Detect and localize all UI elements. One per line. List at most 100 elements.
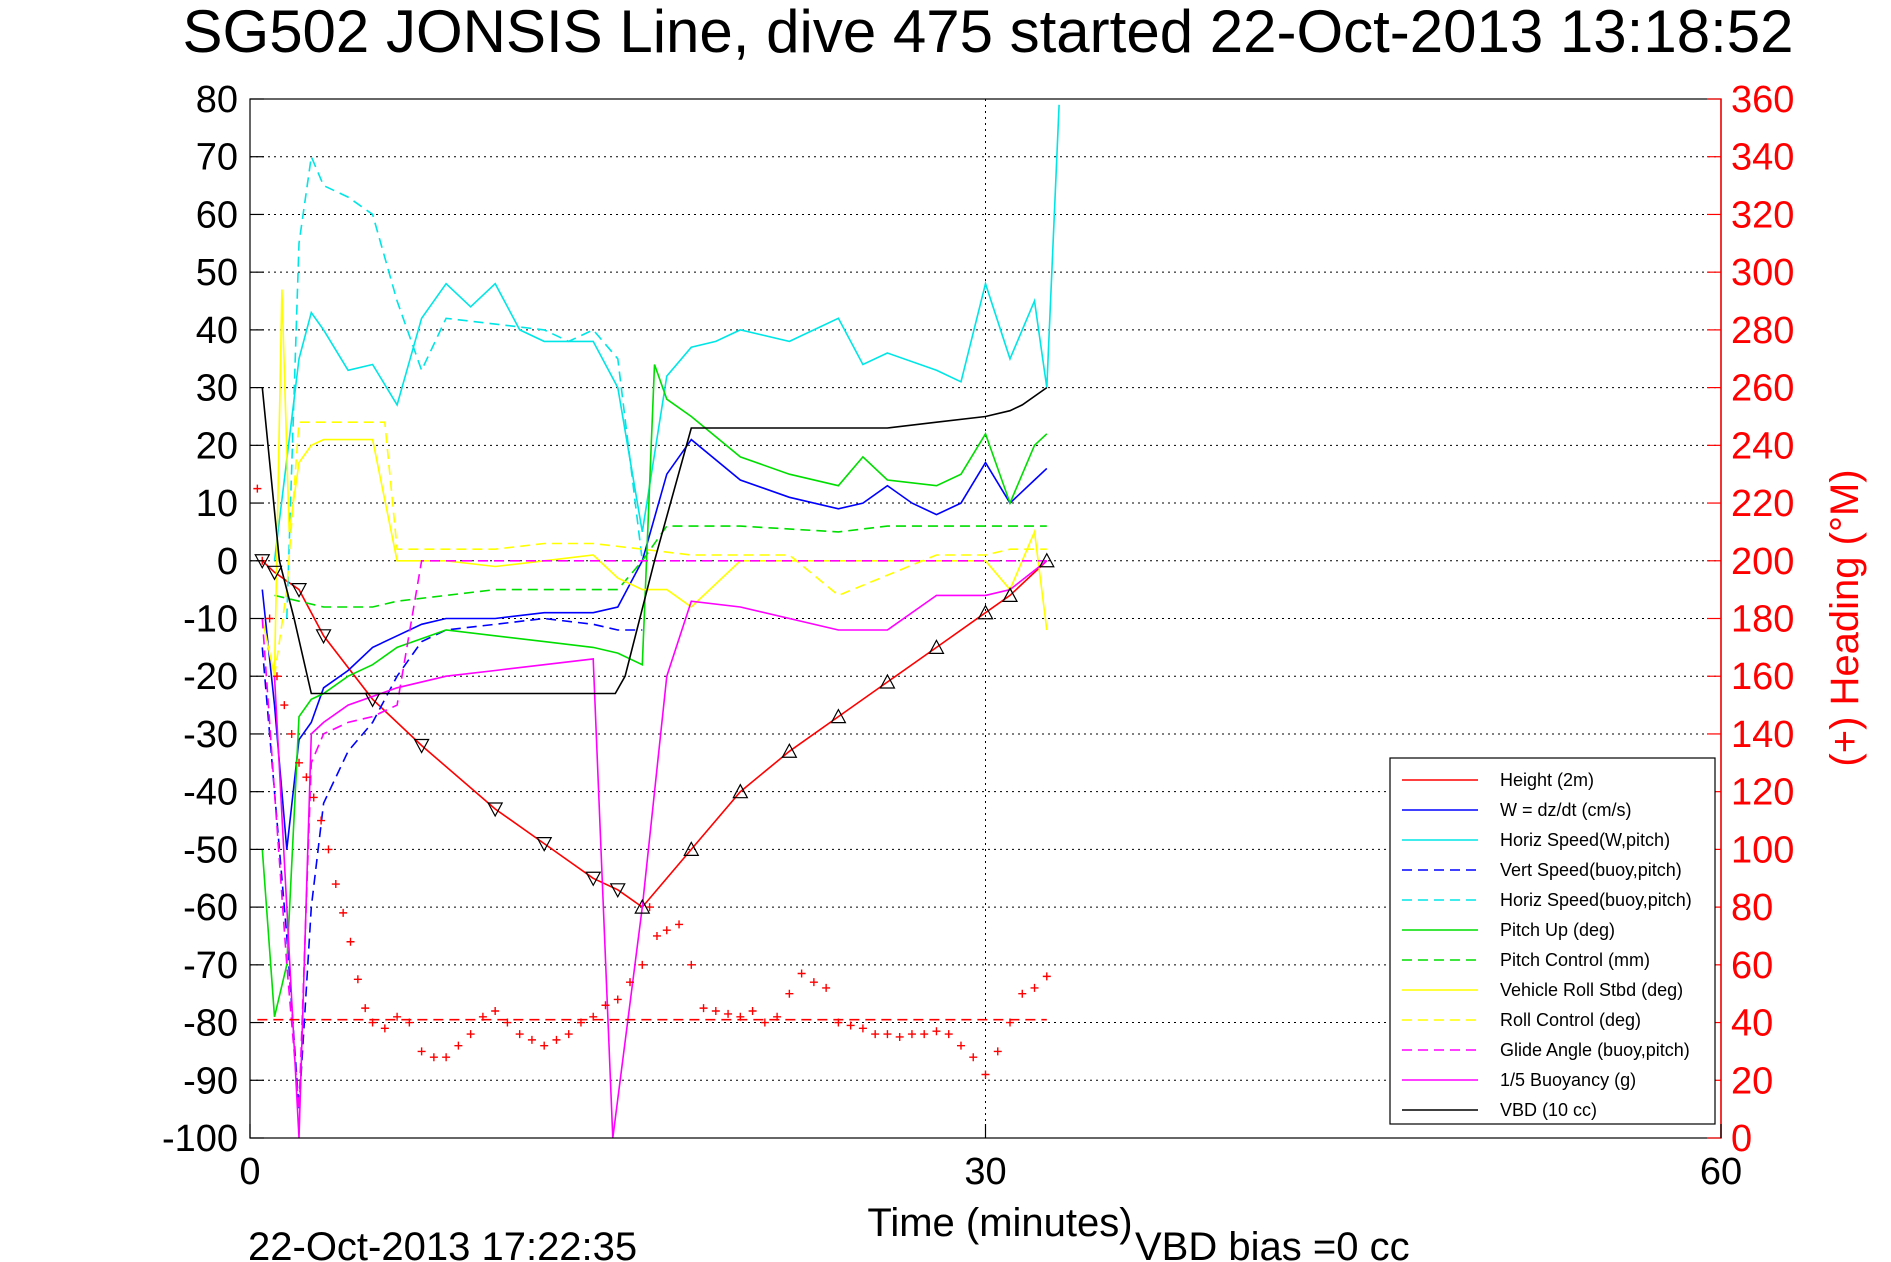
depth-marker [781,742,798,758]
left-tick-label: -20 [183,656,238,698]
left-tick-label: 10 [196,483,238,525]
heading-point [253,484,262,493]
legend-label-1-5-buoyancy-g: 1/5 Buoyancy (g) [1500,1070,1636,1090]
x-tick-label: 30 [964,1151,1006,1193]
heading-point [638,960,647,969]
heading-point [858,1024,867,1033]
depth-marker [315,629,332,645]
right-tick-label: 340 [1731,137,1794,179]
x-tick-label: 0 [239,1151,260,1193]
heading-point [478,1012,487,1021]
left-tick-label: -10 [183,599,238,641]
heading-point [993,1047,1002,1056]
legend-label-vert-speed-buoy-pitch: Vert Speed(buoy,pitch) [1500,860,1682,880]
x-axis-label: Time (minutes) [867,1201,1132,1245]
heading-point [871,1030,880,1039]
left-tick-label: 60 [196,194,238,236]
heading-point [331,880,340,889]
heading-point [883,1030,892,1039]
heading-point [834,1018,843,1027]
depth-marker [683,841,700,856]
heading-point [1006,1018,1015,1027]
heading-point [417,1047,426,1056]
heading-point [393,1012,402,1021]
heading-point [265,614,274,623]
legend-label-vbd-10-cc: VBD (10 cc) [1500,1100,1597,1120]
legend-box [1389,757,1716,1125]
right-tick-label: 60 [1731,945,1773,987]
series-line-pitch-up-deg [261,364,1048,1017]
heading-point [662,926,671,935]
legend: Height (2m) W = dz/dt (cm/s) Horiz Speed(W… [1389,757,1716,1125]
left-tick-label: 70 [196,137,238,179]
right-axis-label: (+) Heading (°M) [1823,469,1867,766]
heading-point [552,1035,561,1044]
right-tick-label: 360 [1731,79,1794,121]
heading-point [652,931,661,940]
right-tick-label: 240 [1731,425,1794,467]
heading-point [724,1009,733,1018]
heading-point [317,816,326,825]
right-tick-label: 20 [1731,1060,1773,1102]
right-tick-label: 40 [1731,1003,1773,1045]
heading-point [339,908,348,917]
heading-point [675,920,684,929]
heading-point [540,1041,549,1050]
heading-point [346,937,355,946]
heading-point [785,989,794,998]
heading-point [626,978,635,987]
right-tick-label: 300 [1731,252,1794,294]
heading-point [846,1021,855,1030]
legend-label-w-dz-dt-cm-s: W = dz/dt (cm/s) [1500,800,1632,820]
legend-label-pitch-up-deg: Pitch Up (deg) [1500,920,1615,940]
legend-label-horiz-speed-buoy-pitch: Horiz Speed(buoy,pitch) [1500,890,1692,910]
chart-title: SG502 JONSIS Line, dive 475 started 22-O… [183,0,1794,65]
left-tick-label: -90 [183,1060,238,1102]
heading-point [527,1035,536,1044]
heading-point [645,903,654,912]
plot-area: 80706050403020100-10-20-30-40-50-60-70-8… [162,79,1794,1193]
heading-point [736,1012,745,1021]
right-tick-label: 180 [1731,599,1794,641]
heading-point [687,960,696,969]
series-line-height-2m [261,560,1048,909]
heading-point [272,672,281,681]
right-tick-label: 120 [1731,772,1794,814]
left-tick-label: 80 [196,79,238,121]
legend-label-pitch-control-mm: Pitch Control (mm) [1500,950,1650,970]
heading-point [302,773,311,782]
depth-marker [487,802,504,818]
heading-point [613,995,622,1004]
heading-point [576,1018,585,1027]
heading-point [309,793,318,802]
series-line-roll-control-deg [273,421,1047,677]
heading-point [295,758,304,767]
heading-point [515,1030,524,1039]
footer-vbd-bias: VBD bias =0 cc [1135,1225,1410,1262]
right-tick-label: 0 [1731,1118,1752,1160]
depth-marker [536,837,553,852]
heading-point [503,1018,512,1027]
series-line-horiz-speed-w-pitch [273,104,1060,561]
right-tick-label: 140 [1731,714,1794,756]
heading-point [956,1041,965,1050]
legend-label-glide-angle-buoy-pitch: Glide Angle (buoy,pitch) [1500,1040,1690,1060]
heading-point [981,1070,990,1079]
depth-marker [879,673,896,689]
depth-marker [634,898,651,914]
heading-point [797,969,806,978]
depth-marker [364,692,381,708]
heading-point [442,1053,451,1062]
heading-point [895,1032,904,1041]
heading-point [361,1004,370,1013]
heading-point [287,729,296,738]
depth-marker [609,883,626,899]
heading-point [601,1001,610,1010]
heading-point [1030,983,1039,992]
right-tick-label: 260 [1731,368,1794,410]
depth-marker [1002,587,1019,603]
heading-point [760,1018,769,1027]
heading-point [280,701,289,710]
x-axis-ticks: 0 30 60 [239,1124,1742,1193]
depth-marker [266,565,283,581]
